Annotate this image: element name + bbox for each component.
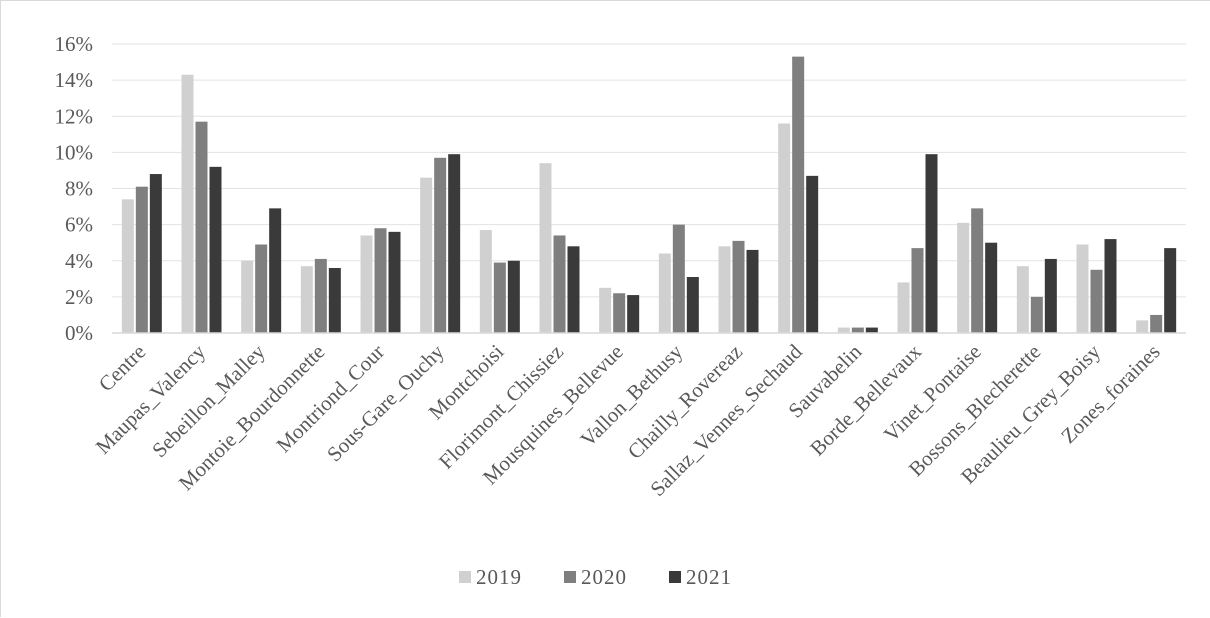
bar-2020-sallaz_vennes_sechaud [792,56,805,333]
y-axis-ticks: 0% 2% 4% 6% 8% 10% 12% 14% 16% [55,32,94,345]
x-tick-label: Vallon_Bethusy [576,339,688,451]
bar-2021-bossons_blecherette [1044,258,1057,333]
bars [121,56,1177,334]
bar-2019-montriond_cour [360,235,373,333]
bar-2019-sous-gare_ouchy [420,177,433,333]
bar-2021-borde_bellevaux [925,154,938,333]
legend: 2019 2020 2021 [459,565,732,589]
bar-2021-mousquines_bellevue [627,295,640,333]
bar-2020-montriond_cour [374,228,387,333]
bar-2020-florimont_chissiez [553,235,566,333]
bar-2021-montoie_bourdonnette [328,267,341,333]
y-tick-label: 0% [65,321,93,345]
y-tick-label: 10% [55,140,94,164]
bar-2020-mousquines_bellevue [613,293,626,333]
bar-2020-montchoisi [493,262,506,333]
bar-2020-bossons_blecherette [1030,296,1043,334]
bar-2021-maupas_valency [209,166,222,333]
bar-2020-centre [135,186,148,333]
bar-2019-sauvabelin [837,327,850,333]
x-tick-label: Centre [94,340,151,397]
bar-2019-vinet_pontaise [957,222,970,333]
bar-2020-beaulieu_grey_boisy [1090,269,1103,333]
gridlines [112,43,1186,298]
bar-2020-sous-gare_ouchy [434,157,447,333]
bar-2019-chailly_rovereaz [718,246,731,333]
y-tick-label: 14% [55,68,94,92]
bar-2020-vallon_bethusy [672,224,685,334]
legend-swatch-2021 [669,571,681,583]
bar-2019-montchoisi [479,230,492,333]
x-tick-label: Montriond_Cour [271,340,389,458]
bar-2021-sebeillon_malley [269,208,282,333]
bar-2020-chailly_rovereaz [732,240,745,333]
bar-2019-beaulieu_grey_boisy [1076,244,1089,333]
bar-2020-sebeillon_malley [255,244,268,333]
y-tick-label: 8% [65,177,93,201]
bar-2021-florimont_chissiez [567,246,580,333]
bar-2020-borde_bellevaux [911,248,924,333]
y-tick-label: 4% [65,249,93,273]
bar-2019-sallaz_vennes_sechaud [778,123,791,333]
bar-2021-sous-gare_ouchy [448,154,461,333]
legend-swatch-2020 [564,571,576,583]
bar-2020-maupas_valency [195,121,208,333]
y-tick-label: 12% [55,104,94,128]
bar-2021-sauvabelin [865,327,878,333]
bar-2019-mousquines_bellevue [599,287,612,333]
x-axis-category-labels: CentreMaupas_ValencySebeillon_MalleyMont… [91,339,1165,501]
bar-2021-beaulieu_grey_boisy [1104,239,1117,333]
bar-2019-maupas_valency [181,74,194,334]
bar-2019-montoie_bourdonnette [300,266,313,333]
bar-2021-vallon_bethusy [686,277,699,333]
bar-2019-zones_foraines [1136,320,1149,333]
y-tick-label: 6% [65,213,93,237]
bar-2021-montchoisi [507,260,520,333]
bar-2019-vallon_bethusy [658,253,671,333]
bar-2021-vinet_pontaise [985,242,998,333]
bar-2021-chailly_rovereaz [746,249,759,333]
bar-2020-montoie_bourdonnette [314,258,327,333]
y-tick-label: 16% [55,32,94,56]
bar-2019-sebeillon_malley [241,260,254,333]
bar-2021-montriond_cour [388,231,401,333]
legend-label-2021: 2021 [686,565,732,589]
bar-2019-centre [121,199,134,333]
legend-label-2020: 2020 [581,565,627,589]
bar-2019-florimont_chissiez [539,163,552,333]
y-tick-label: 2% [65,285,93,309]
legend-swatch-2019 [459,571,471,583]
bar-2020-vinet_pontaise [971,208,984,333]
bar-2021-centre [149,174,162,333]
bar-2021-sallaz_vennes_sechaud [806,175,819,333]
bar-2021-zones_foraines [1164,248,1177,333]
bar-2019-bossons_blecherette [1016,266,1029,333]
bar-2020-sauvabelin [851,327,864,333]
bar-2019-borde_bellevaux [897,282,910,333]
legend-label-2019: 2019 [476,565,522,589]
bar-2020-zones_foraines [1150,314,1163,333]
